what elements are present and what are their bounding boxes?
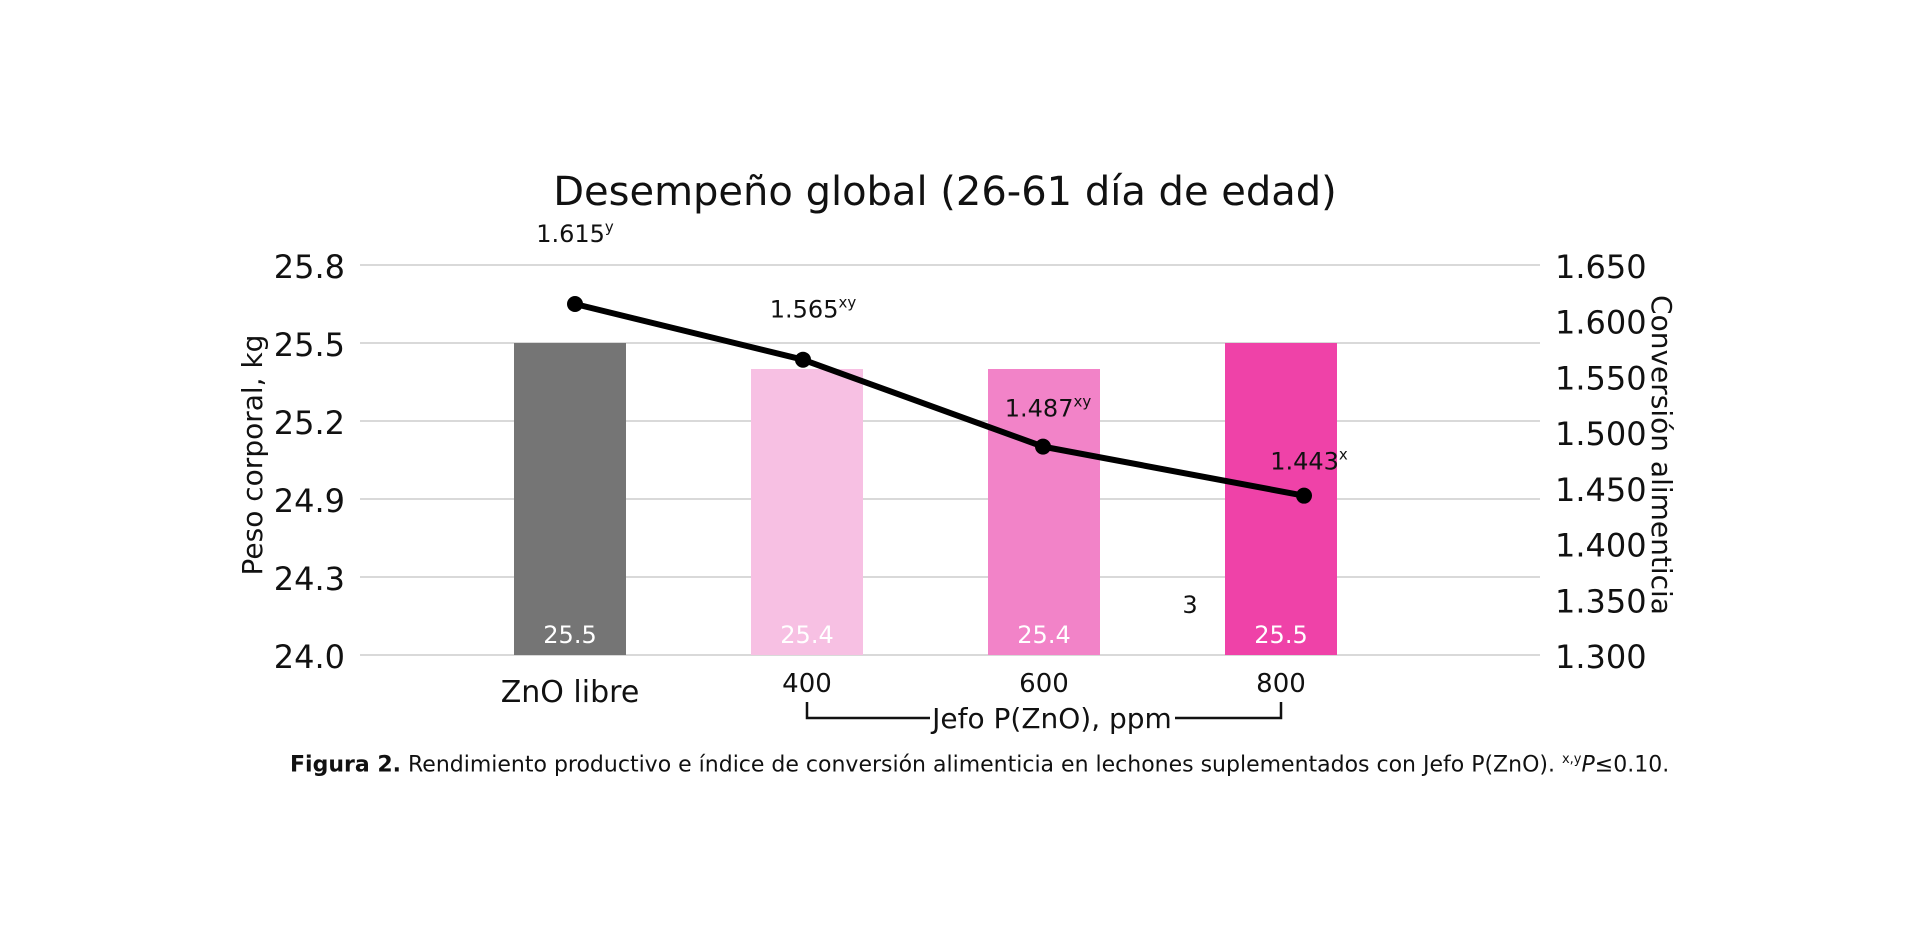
bars	[514, 343, 1337, 655]
annotation-label: 3	[1182, 591, 1197, 619]
dose-bracket: Jefo P(ZnO), ppm	[805, 702, 1283, 735]
x-tick-label: ZnO libre	[501, 675, 640, 710]
conversion-point	[1296, 487, 1312, 504]
y2-tick-label: 1.300	[1555, 638, 1647, 676]
conversion-label: 1.615y	[536, 218, 614, 248]
y2-tick-label: 1.350	[1555, 582, 1647, 620]
bar-value-label: 25.5	[543, 621, 596, 649]
group-label: Jefo P(ZnO), ppm	[930, 702, 1172, 735]
x-axis-ticks: ZnO libre 400 600 800	[501, 669, 1306, 710]
y-tick-label: 25.5	[274, 326, 345, 364]
figure-caption: Figura 2. Rendimiento productivo e índic…	[290, 752, 1690, 777]
y-tick-label: 25.8	[274, 248, 345, 286]
conversion-label: 1.487xy	[1005, 393, 1092, 423]
y2-tick-label: 1.650	[1555, 248, 1647, 286]
bracket-right	[1175, 702, 1283, 720]
bar-value-label: 25.4	[1017, 621, 1070, 649]
y2-tick-label: 1.400	[1555, 527, 1647, 565]
x-tick-label: 800	[1256, 669, 1306, 699]
caption-sig-tail: ≤0.10.	[1594, 752, 1670, 778]
y2-tick-label: 1.500	[1555, 415, 1647, 453]
y2-tick-label: 1.600	[1555, 304, 1647, 342]
bracket-left	[805, 702, 930, 720]
conversion-line-path	[574, 301, 1305, 499]
conversion-line	[574, 301, 1305, 499]
bar	[751, 369, 863, 655]
bar-value-labels: 25.5 25.4 25.4 25.5	[543, 621, 1307, 649]
x-tick-label: 400	[782, 669, 832, 699]
conversion-label: 1.565xy	[770, 294, 857, 324]
conversion-point	[567, 296, 583, 312]
caption-sig-p: P	[1581, 752, 1595, 778]
bar-value-label: 25.5	[1254, 621, 1307, 649]
bar-value-label: 25.4	[780, 621, 833, 649]
conversion-point	[795, 351, 811, 368]
y-tick-label: 24.3	[274, 560, 345, 598]
y-axis-title: Peso corporal, kg	[236, 335, 269, 576]
y2-tick-label: 1.450	[1555, 471, 1647, 509]
y2-tick-label: 1.550	[1555, 359, 1647, 397]
right-axis-ticks: 1.300 1.350 1.400 1.450 1.500 1.550 1.600 1.650	[1555, 248, 1647, 676]
bar	[514, 343, 626, 655]
y-tick-label: 25.2	[274, 404, 345, 442]
y-tick-label: 24.9	[274, 482, 345, 520]
chart-title: Desempeño global (26-61 día de edad)	[553, 169, 1337, 215]
conversion-labels: 1.615y 1.565xy 1.487xy 1.443x	[536, 218, 1348, 476]
y-tick-label: 24.0	[274, 638, 345, 676]
bar	[988, 369, 1100, 655]
conversion-label: 1.443x	[1270, 446, 1348, 476]
bar	[1225, 343, 1337, 655]
caption-text: Rendimiento productivo e índice de conve…	[401, 752, 1562, 778]
caption-label: Figura 2.	[290, 752, 401, 778]
y2-axis-title: Conversión alimenticia	[1645, 295, 1678, 615]
left-axis-ticks: 24.0 24.3 24.9 25.2 25.5 25.8	[274, 248, 345, 676]
conversion-points	[567, 296, 1312, 504]
x-tick-label: 600	[1019, 669, 1069, 699]
caption-sig-sup: x,y	[1561, 752, 1582, 767]
conversion-point	[1035, 438, 1051, 455]
